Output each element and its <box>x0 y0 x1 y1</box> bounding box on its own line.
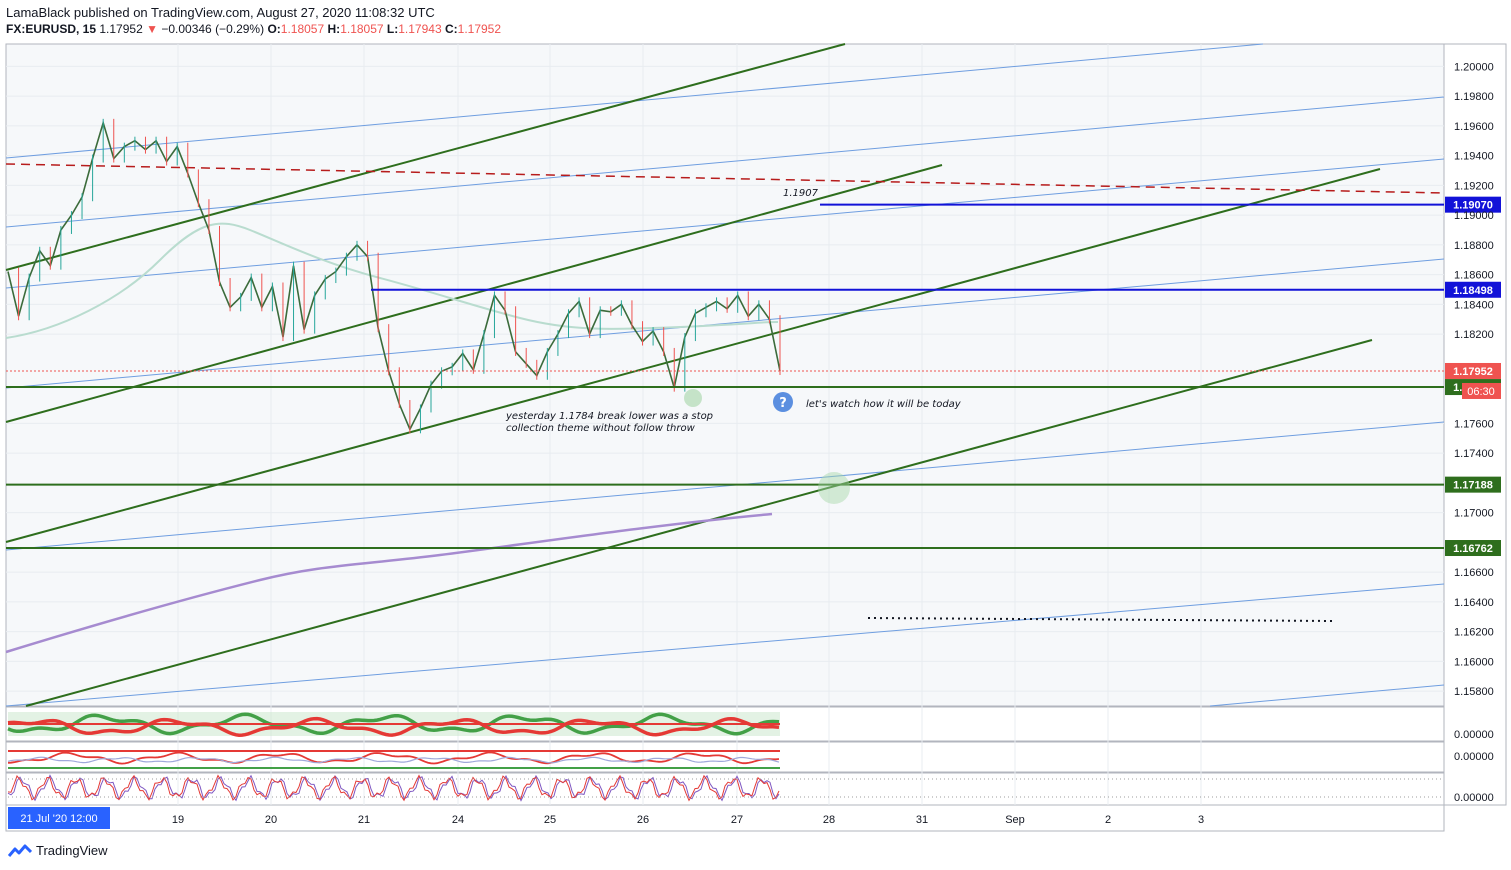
cursor-time-label: 21 Jul '20 12:00 <box>20 813 97 825</box>
y-tick-label: 1.19000 <box>1454 210 1494 222</box>
down-arrow-icon: ▼ <box>146 22 158 36</box>
main-pane[interactable] <box>5 43 1445 707</box>
teal-moving-average <box>5 222 779 339</box>
y-tick-label: 1.17400 <box>1454 448 1494 460</box>
trendlines <box>5 43 1445 707</box>
trendline-5 <box>5 583 1445 707</box>
annotation-1907: 1.1907 <box>783 188 819 199</box>
x-tick-label: 24 <box>452 814 464 826</box>
moving-averages <box>5 222 779 654</box>
tradingview-logo[interactable]: TradingView <box>8 843 108 858</box>
level-label-0: 1.19070 <box>1453 200 1493 212</box>
level-label-box-1 <box>1445 281 1501 298</box>
y-tick-label: 1.18400 <box>1454 299 1494 311</box>
osc-tick-label: 0.00000 <box>1454 729 1494 741</box>
open-label: O: <box>267 22 281 36</box>
trendline-3 <box>5 258 1445 389</box>
y-tick-label: 1.19200 <box>1454 180 1494 192</box>
x-tick-label: 28 <box>823 814 835 826</box>
x-tick-label: 25 <box>544 814 556 826</box>
current-price-label: 1.17952 <box>1453 366 1493 378</box>
question-icon[interactable]: ? <box>773 392 793 412</box>
cursor-time-box <box>8 807 110 829</box>
marker-circle-target <box>818 472 850 504</box>
grid-lines <box>6 44 1444 805</box>
last-price: 1.17952 <box>99 22 143 36</box>
x-tick-label: 31 <box>916 814 928 826</box>
level-label-4: 1.16762 <box>1453 543 1493 555</box>
countdown-box <box>1462 382 1501 399</box>
annotation-watch-today: let's watch how it will be today <box>806 399 962 410</box>
y-tick-label: 1.16600 <box>1454 567 1494 579</box>
level-label-3: 1.17188 <box>1453 480 1493 492</box>
close-label: C: <box>444 22 458 36</box>
axis-labels: 1.20000 1.19800 1.19600 1.19400 1.19200 1.190… <box>8 61 1494 829</box>
tradingview-logo-icon <box>8 844 32 857</box>
y-tick-label: 1.19400 <box>1454 151 1494 163</box>
trendline-7 <box>5 43 846 271</box>
trendline-2 <box>5 158 1445 289</box>
x-tick-label: 19 <box>172 814 184 826</box>
osc-tick-label: 0.00000 <box>1454 751 1494 763</box>
y-tick-label: 1.18600 <box>1454 270 1494 282</box>
x-tick-label: 21 <box>358 814 370 826</box>
symbol-legend: FX:EURUSD, 15 1.17952 ▼ −0.00346 (−0.29%… <box>6 22 501 36</box>
countdown-label: 06:30 <box>1467 386 1495 398</box>
level-label-1: 1.18498 <box>1453 285 1493 297</box>
y-tick-label: 1.19800 <box>1454 91 1494 103</box>
trendline-4 <box>5 421 1445 551</box>
trendline-9 <box>5 168 1381 543</box>
osc2-lilac-wave <box>7 756 780 764</box>
annotation-yesterday-line2: collection theme without follow throw <box>506 423 696 434</box>
osc1-green-wave <box>7 712 780 736</box>
y-tick-label: 1.17600 <box>1454 418 1494 430</box>
y-tick-label: 1.16200 <box>1454 627 1494 639</box>
tradingview-logo-text: TradingView <box>36 843 108 858</box>
high-label: H: <box>327 22 341 36</box>
oscillators <box>7 712 1444 802</box>
trendline-6 <box>1209 684 1445 707</box>
close-value: 1.17952 <box>457 22 502 36</box>
horizontal-levels: 1.190701.184981.178441.171881.167621.179… <box>6 196 1501 557</box>
level-label-box-3 <box>1445 476 1501 493</box>
low-value: 1.17943 <box>398 22 442 36</box>
high-value: 1.18057 <box>340 22 384 36</box>
price-axis[interactable] <box>1443 43 1507 806</box>
marker-circle-low <box>684 389 702 407</box>
x-tick-label: 3 <box>1198 814 1204 826</box>
price-change: −0.00346 (−0.29%) <box>161 22 265 36</box>
open-value: 1.18057 <box>280 22 325 36</box>
x-tick-label: 2 <box>1105 814 1111 826</box>
y-tick-label: 1.18200 <box>1454 329 1494 341</box>
level-label-box-4 <box>1445 540 1501 557</box>
symbol-name: FX:EURUSD, 15 <box>6 22 97 36</box>
y-tick-label: 1.16000 <box>1454 656 1494 668</box>
trendline-10 <box>25 339 1373 707</box>
time-axis[interactable] <box>5 804 1445 832</box>
svg-text:?: ? <box>779 396 787 411</box>
level-label-box-0 <box>1445 196 1501 213</box>
osc-tick-label: 0.00000 <box>1454 792 1494 804</box>
y-tick-label: 1.19600 <box>1454 121 1494 133</box>
trendline-8 <box>5 164 943 423</box>
osc1-red-wave <box>7 716 780 737</box>
x-tick-label: Sep <box>1005 814 1025 826</box>
y-tick-label: 1.20000 <box>1454 61 1494 73</box>
publish-info: LamaBlack published on TradingView.com, … <box>6 5 435 20</box>
y-tick-label: 1.15800 <box>1454 686 1494 698</box>
y-tick-label: 1.18800 <box>1454 240 1494 252</box>
low-label: L: <box>386 22 399 36</box>
annotation-yesterday-line1: yesterday 1.1784 break lower was a stop <box>505 411 713 422</box>
osc-pane-3[interactable] <box>5 772 1445 806</box>
x-tick-label: 26 <box>637 814 649 826</box>
current-price-box <box>1445 362 1501 379</box>
x-tick-label: 27 <box>731 814 743 826</box>
osc3-red-wave <box>7 774 780 802</box>
y-tick-label: 1.16400 <box>1454 597 1494 609</box>
y-tick-label: 1.17000 <box>1454 508 1494 520</box>
purple-moving-average <box>5 512 773 654</box>
x-tick-label: 20 <box>265 814 277 826</box>
